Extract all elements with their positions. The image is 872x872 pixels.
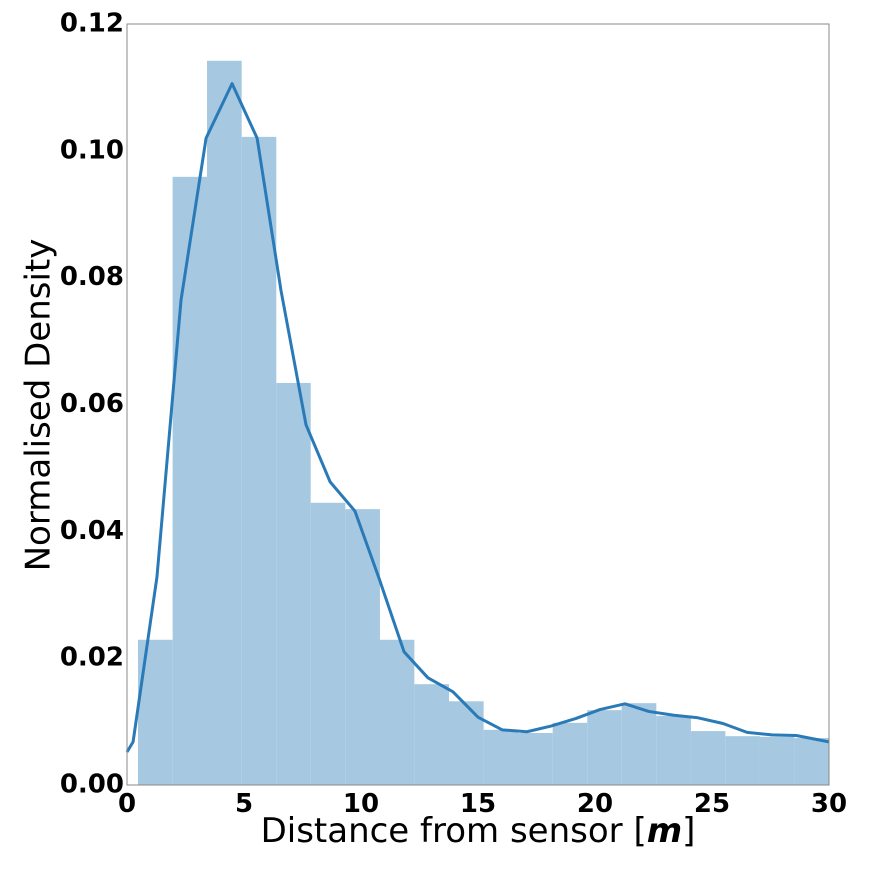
bar bbox=[656, 715, 691, 785]
y-tick-label: 0.10 bbox=[60, 135, 124, 165]
bar bbox=[137, 639, 173, 785]
bar bbox=[483, 729, 519, 785]
bar bbox=[379, 639, 415, 785]
bar bbox=[794, 738, 829, 785]
kde-line bbox=[125, 82, 830, 753]
bar bbox=[621, 703, 657, 785]
bar bbox=[725, 736, 760, 785]
plot-frame bbox=[126, 23, 830, 786]
bar bbox=[310, 502, 346, 785]
bar bbox=[172, 176, 208, 785]
x-tick-label: 30 bbox=[811, 789, 847, 819]
bar bbox=[414, 684, 449, 785]
bar bbox=[207, 60, 242, 785]
x-axis-label: Distance from sensor [m] bbox=[261, 811, 696, 851]
x-tick-label: 25 bbox=[694, 789, 730, 819]
y-tick-label: 0.12 bbox=[60, 9, 124, 39]
bar bbox=[552, 722, 588, 785]
bar bbox=[690, 731, 726, 785]
x-tick-label: 10 bbox=[343, 789, 379, 819]
y-tick-label: 0.06 bbox=[60, 389, 124, 419]
y-axis-label: Normalised Density bbox=[19, 239, 59, 572]
x-label-part: m bbox=[647, 811, 682, 851]
x-tick-label: 0 bbox=[118, 789, 136, 819]
y-tick-label: 0.02 bbox=[60, 643, 124, 673]
y-tick-label: 0.00 bbox=[60, 770, 124, 800]
y-tick-label: 0.08 bbox=[60, 262, 124, 292]
bar bbox=[448, 701, 484, 785]
bar bbox=[518, 732, 553, 785]
x-label-part: Distance from sensor [ bbox=[261, 811, 647, 851]
x-label-part: ] bbox=[682, 811, 695, 851]
bar bbox=[759, 736, 795, 785]
x-tick-label: 5 bbox=[235, 789, 253, 819]
y-tick-label: 0.04 bbox=[60, 516, 124, 546]
x-tick-label: 15 bbox=[460, 789, 496, 819]
bar bbox=[587, 710, 622, 785]
bar bbox=[345, 509, 380, 785]
x-tick-label: 20 bbox=[577, 789, 613, 819]
bar bbox=[276, 382, 311, 785]
bar bbox=[241, 136, 277, 786]
